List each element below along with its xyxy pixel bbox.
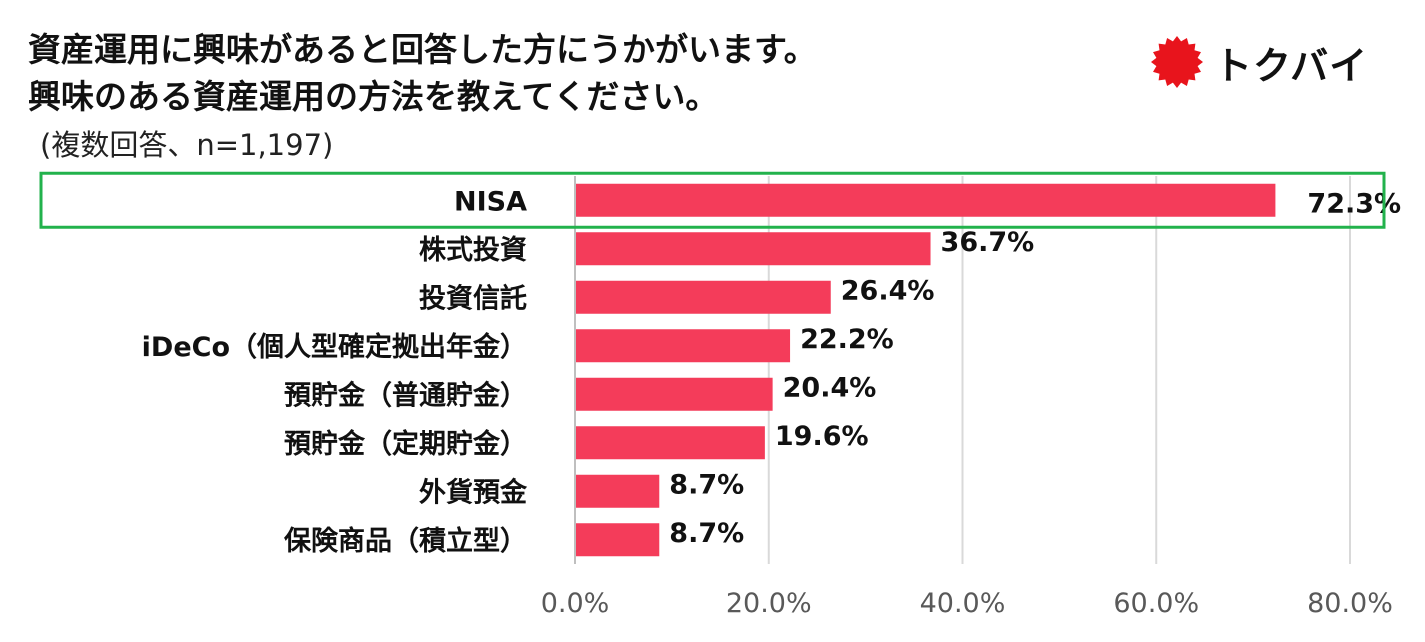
bar	[576, 232, 931, 266]
x-tick-label: 80.0%	[1307, 588, 1393, 619]
bar	[576, 474, 660, 508]
chart-title: 資産運用に興味があると回答した方にうかがいます。 興味のある資産運用の方法を教え…	[28, 26, 817, 120]
sun-badge-icon	[1151, 36, 1203, 88]
data-label: 8.7%	[669, 518, 744, 549]
data-label: 22.2%	[800, 324, 894, 355]
data-label: 19.6%	[775, 421, 869, 452]
x-tick-label: 20.0%	[726, 588, 812, 619]
data-label: 36.7%	[941, 227, 1035, 258]
bar	[576, 523, 660, 557]
category-label: iDeCo（個人型確定拠出年金）	[142, 331, 527, 363]
logo-text: トクバイ	[1214, 43, 1369, 88]
x-tick-label: 40.0%	[920, 588, 1006, 619]
bar	[576, 280, 831, 314]
category-label: 投資信託	[419, 282, 527, 314]
data-label: 72.3%	[1307, 188, 1401, 219]
title-line-2: 興味のある資産運用の方法を教えてください。	[28, 77, 719, 116]
category-label: 株式投資	[419, 235, 527, 266]
title-line-1: 資産運用に興味があると回答した方にうかがいます。	[28, 30, 817, 69]
tokubai-logo: トクバイ	[1150, 36, 1372, 88]
category-label: 預貯金（普通貯金）	[284, 379, 527, 411]
data-label: 8.7%	[669, 469, 744, 500]
category-label: NISA	[454, 186, 527, 217]
highlight-box	[39, 171, 1386, 229]
bar	[576, 426, 765, 460]
sample-note: (複数回答、n=1,197)	[40, 128, 334, 162]
x-tick-label: 60.0%	[1113, 588, 1199, 619]
data-label: 20.4%	[783, 372, 877, 403]
category-label: 預貯金（定期貯金）	[284, 428, 527, 460]
bar	[576, 329, 791, 363]
x-tick-label: 0.0%	[541, 588, 610, 619]
data-label: 26.4%	[841, 275, 935, 306]
category-label: 外貨預金	[419, 476, 528, 508]
bar	[576, 377, 773, 411]
category-label: 保険商品（積立型）	[283, 525, 527, 557]
bar	[576, 183, 1276, 217]
